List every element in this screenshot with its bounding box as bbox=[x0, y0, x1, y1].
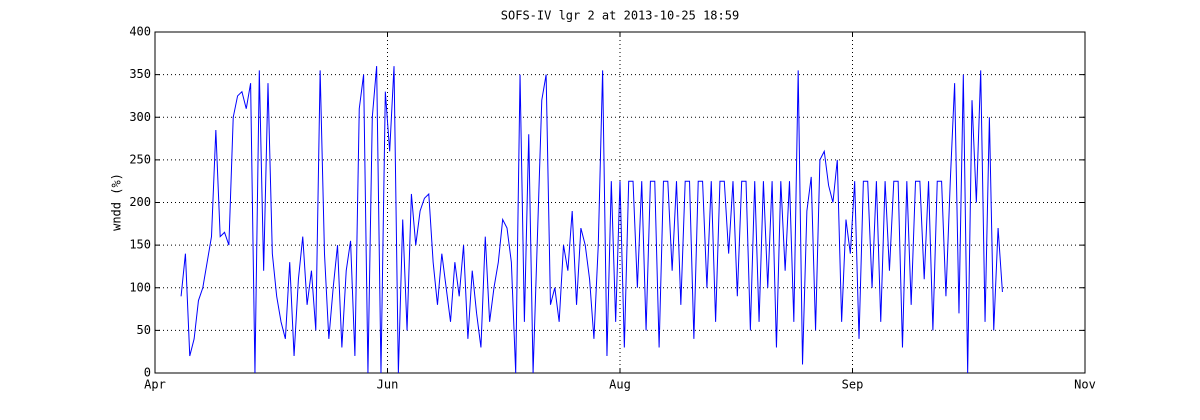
x-tick-label: Jun bbox=[377, 378, 399, 392]
x-tick-label: Nov bbox=[1074, 378, 1096, 392]
y-tick-label: 100 bbox=[129, 280, 151, 294]
y-tick-label: 300 bbox=[129, 110, 151, 124]
y-axis-label: wndd (%) bbox=[110, 173, 124, 231]
y-tick-label: 350 bbox=[129, 67, 151, 81]
y-tick-label: 250 bbox=[129, 152, 151, 166]
x-tick-label: Aug bbox=[609, 378, 631, 392]
y-tick-label: 50 bbox=[137, 323, 151, 337]
x-tick-label: Sep bbox=[842, 378, 864, 392]
data-line bbox=[180, 66, 1003, 374]
y-tick-label: 400 bbox=[129, 25, 151, 39]
y-tick-label: 150 bbox=[129, 238, 151, 252]
y-tick-label: 200 bbox=[129, 195, 151, 209]
chart-title: SOFS-IV lgr 2 at 2013-10-25 18:59 bbox=[501, 9, 739, 23]
plot-frame bbox=[154, 31, 1086, 374]
y-tick-label: 0 bbox=[144, 366, 151, 380]
x-tick-label: Apr bbox=[144, 378, 166, 392]
